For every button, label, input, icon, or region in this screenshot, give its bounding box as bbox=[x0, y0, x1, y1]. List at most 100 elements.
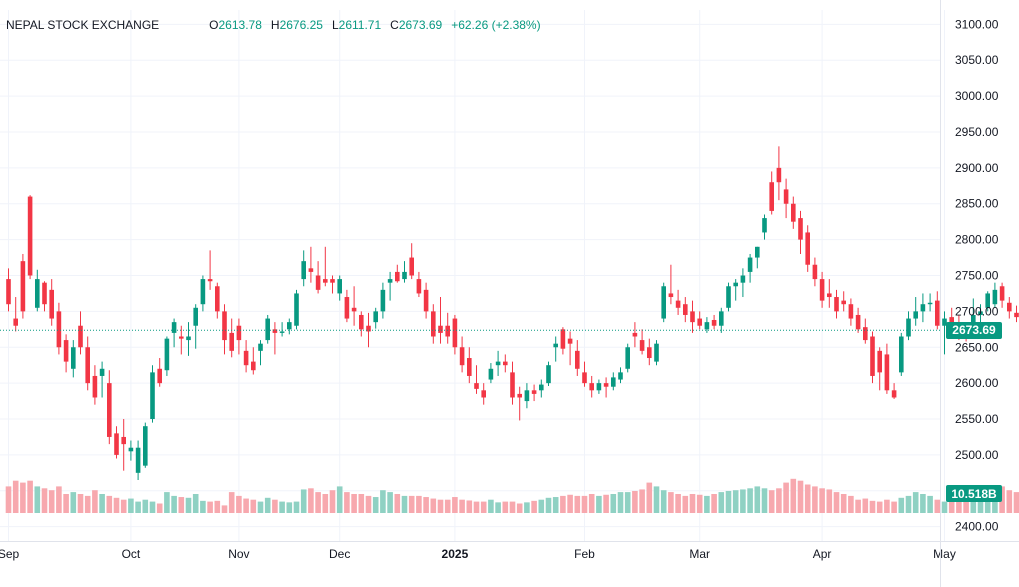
candle[interactable] bbox=[287, 318, 292, 335]
candle[interactable] bbox=[783, 178, 789, 219]
candle[interactable] bbox=[438, 297, 443, 344]
candle[interactable] bbox=[265, 314, 270, 344]
candle[interactable] bbox=[848, 298, 854, 326]
candle[interactable] bbox=[769, 171, 774, 215]
candle[interactable] bbox=[186, 322, 191, 356]
candle[interactable] bbox=[503, 354, 508, 373]
candle[interactable] bbox=[762, 214, 767, 240]
candle[interactable] bbox=[272, 322, 278, 355]
candle[interactable] bbox=[20, 253, 26, 319]
candle[interactable] bbox=[157, 358, 162, 387]
candle[interactable] bbox=[229, 318, 234, 358]
candle[interactable] bbox=[495, 350, 501, 376]
candle[interactable] bbox=[920, 293, 926, 323]
candle[interactable] bbox=[409, 243, 414, 280]
candle[interactable] bbox=[279, 322, 285, 337]
candle[interactable] bbox=[582, 361, 587, 387]
candle[interactable] bbox=[92, 365, 98, 405]
candle[interactable] bbox=[1014, 305, 1019, 323]
candle[interactable] bbox=[791, 196, 796, 229]
candle[interactable] bbox=[395, 264, 400, 283]
candle[interactable] bbox=[402, 261, 407, 283]
candle[interactable] bbox=[899, 332, 904, 376]
candle[interactable] bbox=[891, 383, 897, 399]
candle[interactable] bbox=[1007, 297, 1012, 319]
candle[interactable] bbox=[985, 291, 990, 312]
candle[interactable] bbox=[294, 289, 299, 330]
candle[interactable] bbox=[366, 312, 371, 348]
candle[interactable] bbox=[668, 264, 674, 305]
candle[interactable] bbox=[143, 422, 148, 468]
candle[interactable] bbox=[78, 311, 83, 355]
candle[interactable] bbox=[625, 343, 630, 373]
candle[interactable] bbox=[827, 279, 832, 308]
candle[interactable] bbox=[776, 146, 782, 201]
candle[interactable] bbox=[711, 314, 717, 330]
candle[interactable] bbox=[927, 293, 933, 312]
candle[interactable] bbox=[323, 246, 328, 287]
candle[interactable] bbox=[150, 365, 155, 423]
candle[interactable] bbox=[517, 386, 522, 421]
candle[interactable] bbox=[553, 336, 558, 362]
candle[interactable] bbox=[819, 271, 825, 308]
candle[interactable] bbox=[107, 370, 112, 445]
candle[interactable] bbox=[654, 340, 659, 366]
candle[interactable] bbox=[855, 307, 861, 333]
candle[interactable] bbox=[481, 383, 486, 405]
candle[interactable] bbox=[906, 311, 911, 341]
candle[interactable] bbox=[611, 372, 616, 391]
candle[interactable] bbox=[661, 282, 666, 323]
candle[interactable] bbox=[99, 361, 105, 398]
candle[interactable] bbox=[913, 297, 918, 326]
candle[interactable] bbox=[243, 340, 249, 373]
candle[interactable] bbox=[49, 279, 54, 326]
candle[interactable] bbox=[834, 289, 839, 319]
candle[interactable] bbox=[222, 304, 227, 355]
candle[interactable] bbox=[740, 268, 746, 298]
candle[interactable] bbox=[445, 312, 450, 344]
candle[interactable] bbox=[690, 300, 695, 333]
candle[interactable] bbox=[359, 311, 364, 337]
candle[interactable] bbox=[380, 282, 386, 319]
candle[interactable] bbox=[128, 440, 134, 461]
candle[interactable] bbox=[567, 331, 573, 366]
candle[interactable] bbox=[531, 384, 537, 402]
candle[interactable] bbox=[647, 338, 652, 366]
candle[interactable] bbox=[589, 375, 594, 398]
candle[interactable] bbox=[344, 289, 350, 323]
candle[interactable] bbox=[452, 314, 458, 355]
candle[interactable] bbox=[236, 318, 242, 355]
candle[interactable] bbox=[697, 311, 702, 330]
candle[interactable] bbox=[999, 282, 1005, 308]
candle[interactable] bbox=[179, 325, 184, 355]
candle[interactable] bbox=[747, 253, 753, 283]
candle[interactable] bbox=[884, 343, 890, 394]
candle[interactable] bbox=[575, 340, 580, 376]
candle[interactable] bbox=[467, 347, 472, 384]
candle[interactable] bbox=[618, 367, 623, 384]
candle[interactable] bbox=[632, 322, 638, 348]
candle[interactable] bbox=[603, 377, 609, 398]
candle[interactable] bbox=[935, 291, 940, 330]
candle[interactable] bbox=[459, 336, 465, 373]
candle[interactable] bbox=[85, 336, 90, 391]
candle[interactable] bbox=[423, 282, 429, 319]
candle[interactable] bbox=[639, 329, 645, 355]
candle[interactable] bbox=[798, 210, 803, 254]
candle[interactable] bbox=[474, 365, 479, 394]
candle[interactable] bbox=[258, 340, 263, 366]
candle[interactable] bbox=[675, 289, 681, 315]
candle[interactable] bbox=[683, 297, 688, 323]
candle[interactable] bbox=[308, 246, 314, 283]
candle[interactable] bbox=[704, 317, 710, 333]
candle[interactable] bbox=[524, 383, 530, 409]
candle[interactable] bbox=[546, 361, 551, 387]
candle[interactable] bbox=[215, 282, 220, 319]
candle[interactable] bbox=[755, 246, 760, 269]
candle[interactable] bbox=[596, 379, 602, 394]
candle[interactable] bbox=[942, 311, 947, 355]
candle[interactable] bbox=[337, 275, 342, 301]
candle[interactable] bbox=[251, 347, 256, 375]
candle[interactable] bbox=[387, 271, 393, 301]
